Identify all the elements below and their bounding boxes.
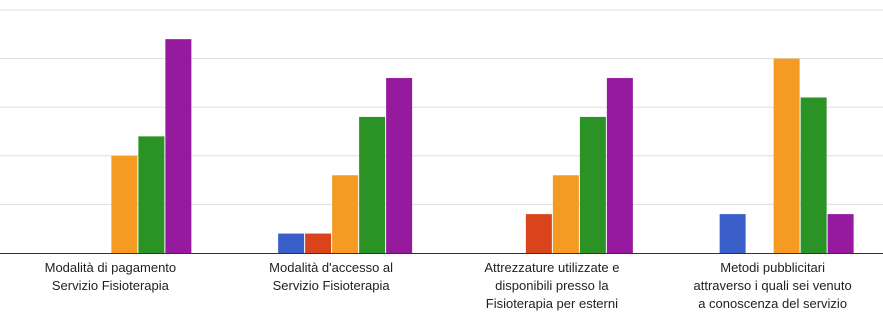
category-label-line: Metodi pubblicitari xyxy=(720,260,825,275)
bars xyxy=(111,39,854,253)
bar xyxy=(525,214,552,253)
bar xyxy=(111,155,138,253)
bar xyxy=(800,97,827,253)
category-label-line: Modalità d'accesso al xyxy=(269,260,393,275)
category-label-line: Servizio Fisioterapia xyxy=(273,278,391,293)
bar xyxy=(606,78,633,253)
bar xyxy=(773,58,800,253)
bar xyxy=(305,233,332,253)
bar xyxy=(165,39,192,253)
bar xyxy=(332,175,359,253)
category-label: Attrezzature utilizzate e disponibili pre… xyxy=(484,260,619,311)
category-label-line: Modalità di pagamento xyxy=(45,260,177,275)
bar xyxy=(278,233,305,253)
bar xyxy=(579,116,606,253)
category-label-line: Attrezzature utilizzate e xyxy=(484,260,619,275)
category-label-line: Fisioterapia per esterni xyxy=(486,296,618,311)
bar xyxy=(386,78,413,253)
category-labels: Modalità di pagamento Servizio Fisioterap… xyxy=(45,260,852,311)
category-label-line: a conoscenza del servizio xyxy=(698,296,847,311)
category-label: Modalità di pagamento Servizio Fisioterap… xyxy=(45,260,177,293)
category-label-line: disponibili presso la xyxy=(495,278,609,293)
category-label-line: Servizio Fisioterapia xyxy=(52,278,170,293)
bar xyxy=(138,136,165,253)
bar xyxy=(719,214,746,253)
category-label-line: attraverso i quali sei venuto xyxy=(693,278,851,293)
bar xyxy=(359,116,386,253)
category-label: Metodi pubblicitari attraverso i quali se… xyxy=(693,260,851,311)
bar xyxy=(827,214,854,253)
category-label: Modalità d'accesso al Servizio Fisioterap… xyxy=(269,260,393,293)
bar xyxy=(552,175,579,253)
